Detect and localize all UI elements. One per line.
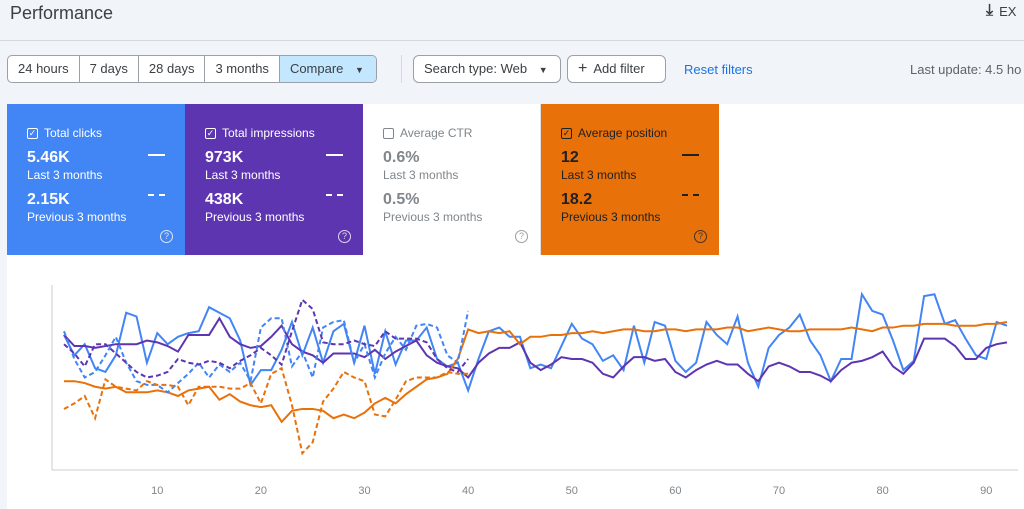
metric-previous: 18.2 xyxy=(561,191,593,208)
caret-down-icon: ▼ xyxy=(355,65,364,75)
help-icon[interactable]: ? xyxy=(694,230,707,243)
metric-current-label: Last 3 months xyxy=(205,168,281,182)
help-icon[interactable]: ? xyxy=(338,230,351,243)
compare-dropdown[interactable]: Compare ▼ xyxy=(279,56,376,82)
metric-current: 0.6% xyxy=(383,149,420,166)
download-icon: ⤓ xyxy=(986,2,994,19)
date-range-selector: 24 hours 7 days 28 days 3 months Compare… xyxy=(7,55,377,83)
metric-card-position[interactable]: ✓ Average position 12 Last 3 months 18.2 … xyxy=(541,104,719,255)
metric-previous-label: Previous 3 months xyxy=(561,210,661,224)
metric-previous: 438K xyxy=(205,191,244,208)
metric-current-label: Last 3 months xyxy=(27,168,103,182)
compare-label: Compare xyxy=(289,61,344,76)
separator xyxy=(401,55,402,83)
metric-previous: 2.15K xyxy=(27,191,70,208)
range-24-hours[interactable]: 24 hours xyxy=(8,56,80,82)
series-clicks-current xyxy=(63,291,1008,394)
metric-previous-label: Previous 3 months xyxy=(383,210,483,224)
checkbox-checked-icon[interactable]: ✓ xyxy=(561,127,572,139)
range-28-days[interactable]: 28 days xyxy=(139,56,206,82)
x-tick-label: 80 xyxy=(877,485,889,497)
add-filter-label: Add filter xyxy=(593,61,645,76)
metric-card-impressions[interactable]: ✓ Total impressions 973K Last 3 months 43… xyxy=(185,104,363,255)
metric-label: Total clicks xyxy=(44,126,103,140)
metric-current-label: Last 3 months xyxy=(561,168,637,182)
divider xyxy=(0,40,1024,41)
page-title: Performance xyxy=(10,3,114,23)
solid-line-legend-icon xyxy=(326,154,343,156)
range-3-months[interactable]: 3 months xyxy=(205,56,280,82)
x-tick-label: 30 xyxy=(358,485,370,497)
range-7-days[interactable]: 7 days xyxy=(80,56,139,82)
series-impressions-previous xyxy=(63,298,469,379)
dashed-line-legend-icon xyxy=(148,194,165,196)
plus-icon: + xyxy=(578,60,588,77)
metric-label: Average CTR xyxy=(400,126,473,140)
metric-label: Total impressions xyxy=(222,126,315,140)
export-button[interactable]: ⤓ EX xyxy=(986,2,1016,20)
x-tick-label: 10 xyxy=(151,485,163,497)
x-tick-label: 40 xyxy=(462,485,474,497)
series-position-current xyxy=(64,321,1008,424)
search-type-label: Search type: Web xyxy=(424,61,528,76)
last-update: Last update: 4.5 ho xyxy=(910,62,1022,77)
series-clicks-previous xyxy=(63,310,470,394)
checkbox-checked-icon[interactable]: ✓ xyxy=(205,127,216,139)
x-tick-label: 60 xyxy=(669,485,681,497)
search-type-dropdown[interactable]: Search type: Web ▼ xyxy=(413,55,561,83)
metric-current: 12 xyxy=(561,149,579,166)
export-label: EX xyxy=(999,3,1017,19)
metric-previous-label: Previous 3 months xyxy=(27,210,127,224)
metric-previous-label: Previous 3 months xyxy=(205,210,305,224)
series-position-previous xyxy=(63,366,469,456)
metric-card-ctr[interactable]: Average CTR 0.6% Last 3 months 0.5% Prev… xyxy=(363,104,541,255)
dashed-line-legend-icon xyxy=(326,194,343,196)
help-icon[interactable]: ? xyxy=(515,230,528,243)
metric-previous: 0.5% xyxy=(383,191,420,208)
x-tick-label: 90 xyxy=(980,485,992,497)
metric-current-label: Last 3 months xyxy=(383,168,459,182)
add-filter-button[interactable]: + Add filter xyxy=(567,55,666,83)
dashed-line-legend-icon xyxy=(682,194,699,196)
checkbox-checked-icon[interactable]: ✓ xyxy=(27,127,38,139)
metrics-panel: ✓ Total clicks 5.46K Last 3 months 2.15K … xyxy=(7,104,1024,509)
x-tick-label: 20 xyxy=(255,485,267,497)
checkbox-unchecked-icon[interactable] xyxy=(383,127,394,139)
metric-current: 973K xyxy=(205,149,244,166)
metric-card-clicks[interactable]: ✓ Total clicks 5.46K Last 3 months 2.15K … xyxy=(7,104,185,255)
x-tick-label: 50 xyxy=(566,485,578,497)
x-tick-label: 70 xyxy=(773,485,785,497)
solid-line-legend-icon xyxy=(148,154,165,156)
help-icon[interactable]: ? xyxy=(160,230,173,243)
series-impressions-current xyxy=(63,316,1008,383)
metric-label: Average position xyxy=(578,126,668,140)
caret-down-icon: ▼ xyxy=(538,65,548,75)
performance-chart: 10 20 30 40 50 60 70 80 90 xyxy=(51,285,1018,497)
solid-line-legend-icon xyxy=(682,154,699,156)
reset-filters-link[interactable]: Reset filters xyxy=(684,62,753,77)
metric-current: 5.46K xyxy=(27,149,70,166)
